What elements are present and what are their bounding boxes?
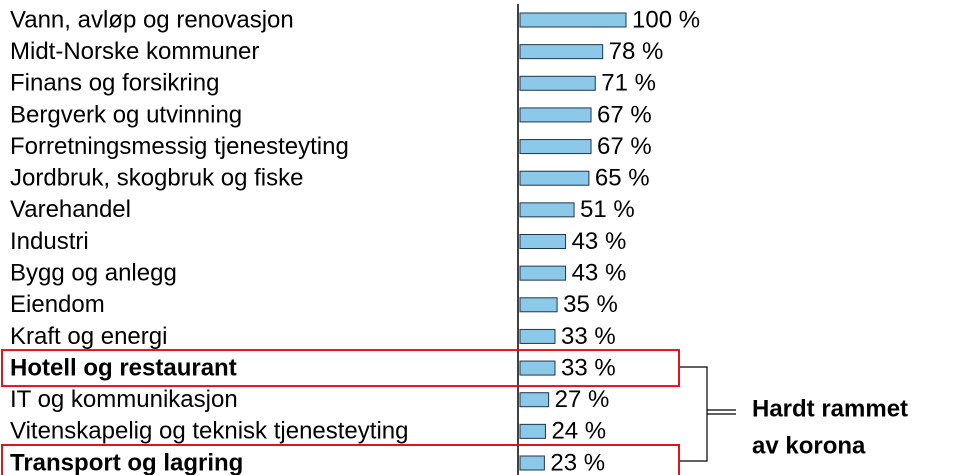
value-label: 78 %: [609, 38, 664, 65]
category-label: Jordbruk, skogbruk og fiske: [10, 165, 303, 192]
category-label: Kraft og energi: [10, 323, 167, 350]
category-label: Transport og lagring: [10, 449, 243, 475]
bar: [519, 392, 550, 408]
category-label: Forretningsmessig tjenesteyting: [10, 133, 349, 160]
bar: [519, 107, 592, 123]
category-label: Bygg og anlegg: [10, 259, 177, 286]
bar: [519, 202, 575, 218]
annotation: Hardt rammet: [752, 395, 908, 422]
bar: [519, 44, 604, 60]
value-label: 27 %: [555, 386, 610, 413]
bar: [519, 75, 596, 91]
bar: [519, 455, 545, 471]
value-label: 67 %: [597, 101, 652, 128]
bar: [519, 328, 556, 344]
bar: [519, 12, 627, 28]
value-label: 51 %: [580, 196, 635, 223]
category-label: Eiendom: [10, 291, 105, 318]
category-label: Vann, avløp og renovasjon: [10, 6, 294, 33]
value-label: 65 %: [595, 165, 650, 192]
bar: [519, 265, 567, 281]
bar: [519, 297, 558, 313]
value-label: 33 %: [561, 354, 616, 381]
value-label: 23 %: [550, 449, 605, 475]
annotation: av korona: [752, 432, 866, 459]
value-label: 43 %: [572, 259, 627, 286]
value-label: 33 %: [561, 323, 616, 350]
value-label: 67 %: [597, 133, 652, 160]
bar: [519, 423, 546, 439]
highlight-box: [1, 444, 680, 475]
bar: [519, 139, 592, 155]
category-label: Vitenskapelig og teknisk tjenesteyting: [10, 418, 408, 445]
value-label: 71 %: [601, 70, 656, 97]
value-label: 35 %: [563, 291, 618, 318]
category-label: Hotell og restaurant: [10, 354, 237, 381]
category-label: Industri: [10, 228, 89, 255]
value-label: 24 %: [551, 418, 606, 445]
bar: [519, 170, 590, 186]
category-label: Midt-Norske kommuner: [10, 38, 259, 65]
bracket: [678, 366, 708, 462]
highlight-box: [1, 349, 680, 388]
category-label: Bergverk og utvinning: [10, 101, 242, 128]
category-label: Finans og forsikring: [10, 70, 219, 97]
category-label: IT og kommunikasjon: [10, 386, 238, 413]
value-label: 100 %: [632, 6, 700, 33]
value-label: 43 %: [572, 228, 627, 255]
category-label: Varehandel: [10, 196, 131, 223]
bar: [519, 234, 567, 249]
bar: [519, 360, 556, 376]
